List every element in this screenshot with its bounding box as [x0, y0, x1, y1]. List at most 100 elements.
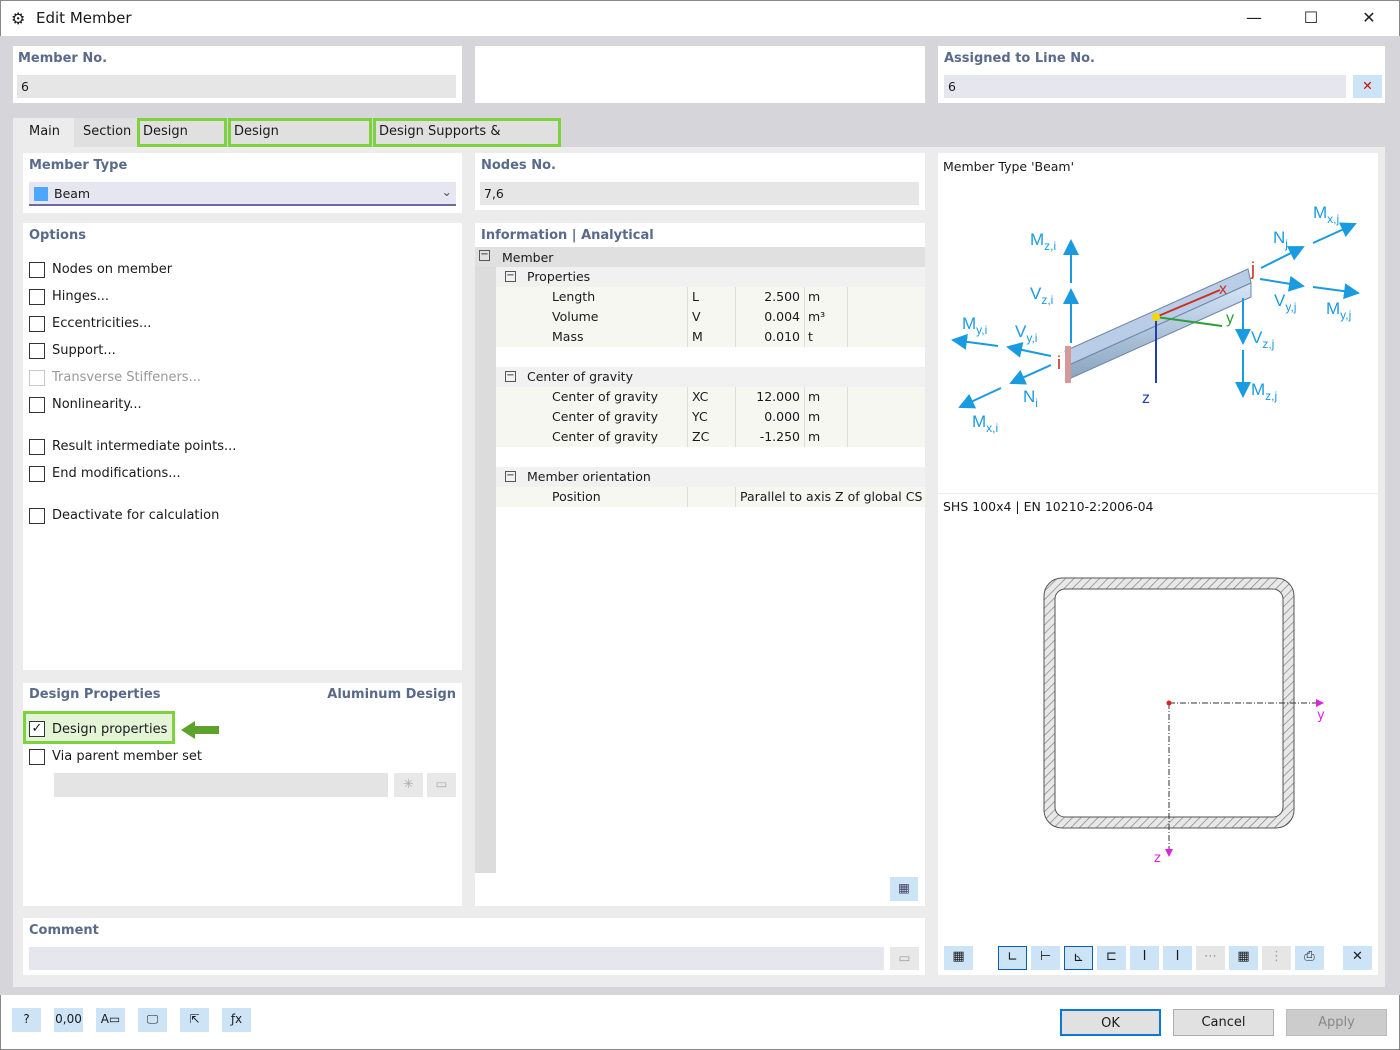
member-type-select[interactable]: Beam ⌄ — [29, 182, 456, 206]
numbering-icon[interactable]: ⋯ — [1196, 946, 1225, 970]
option-label: Eccentricities... — [52, 316, 152, 331]
help-icon[interactable]: ? — [12, 1008, 41, 1032]
formula-icon[interactable]: ƒx — [222, 1008, 251, 1032]
maximize-button[interactable]: ☐ — [1303, 8, 1319, 27]
new-set-icon[interactable]: ✳ — [394, 773, 423, 797]
info-panel: Information | Analytical − Member − Prope… — [475, 223, 925, 906]
tree-group-label: Properties — [527, 269, 591, 284]
comment-library-icon[interactable]: ▭ — [890, 947, 919, 970]
collapse-icon[interactable]: − — [505, 470, 516, 482]
beam-diagram: Mz,i Vz,i My,i Vy,i Ni Mx,i Mx,j Nj Vy,j My,j Vz,j… — [951, 203, 1360, 435]
parent-member-set-input[interactable] — [54, 773, 388, 797]
ok-button[interactable]: OK — [1060, 1009, 1161, 1036]
member-no-input[interactable]: 6 — [17, 75, 456, 98]
tree-group[interactable]: − Properties — [496, 267, 925, 287]
property-unit: t — [808, 329, 813, 344]
property-unit: m — [808, 389, 821, 404]
design-properties-checkbox[interactable]: ✓ — [29, 721, 45, 737]
axis-z-label: z — [1142, 390, 1150, 407]
property-name: Center of gravity — [552, 389, 658, 404]
option-checkbox[interactable] — [29, 289, 45, 305]
options-panel: Options Nodes on member Hinges... Eccentri… — [23, 223, 462, 670]
pick-line-icon[interactable]: ✕ — [1353, 75, 1382, 98]
option-label: Support... — [52, 343, 116, 358]
cancel-button[interactable]: Cancel — [1173, 1009, 1274, 1036]
option-label: Hinges... — [52, 289, 110, 304]
member-type-value: Beam — [54, 186, 91, 201]
option-label: Transverse Stiffeners... — [52, 370, 201, 385]
view-icon[interactable]: 🖵 — [138, 1008, 167, 1032]
member-no-label: Member No. — [18, 51, 108, 66]
property-name: Length — [552, 289, 596, 304]
list-icon[interactable]: ⋮ — [1262, 946, 1291, 970]
force-label-mzj: Mz,j — [1251, 380, 1277, 403]
property-unit: m — [808, 429, 821, 444]
stress-points-icon[interactable]: I — [1130, 946, 1159, 970]
via-parent-checkbox[interactable] — [29, 749, 45, 765]
apply-button[interactable]: Apply — [1286, 1009, 1387, 1036]
option-checkbox[interactable] — [29, 262, 45, 278]
option-checkbox[interactable] — [29, 439, 45, 455]
nodes-input[interactable]: 7,6 — [480, 182, 919, 205]
section-outline-icon[interactable]: ∟ — [998, 946, 1027, 970]
col-divider — [804, 327, 805, 347]
property-symbol: ZC — [692, 429, 710, 444]
force-label-myj: My,j — [1326, 299, 1351, 322]
property-unit: m³ — [808, 309, 826, 324]
col-divider — [687, 487, 688, 507]
collapse-icon[interactable]: − — [505, 270, 516, 282]
option-checkbox[interactable] — [29, 316, 45, 332]
tree-group-label: Member orientation — [527, 469, 651, 484]
option-checkbox[interactable] — [29, 397, 45, 413]
option-checkbox[interactable] — [29, 466, 45, 482]
option-label: End modifications... — [52, 466, 181, 481]
shear-center-icon[interactable]: ⊏ — [1097, 946, 1126, 970]
info-label: Information | Analytical — [481, 228, 654, 243]
tree-group[interactable]: − Member orientation — [496, 467, 925, 487]
force-label-ni: Ni — [1023, 387, 1038, 410]
tab-design-configurations[interactable]: Design Configurations — [228, 118, 372, 167]
tab-section[interactable]: Section — [74, 118, 137, 147]
units-icon[interactable]: 0,00 — [54, 1008, 83, 1032]
tree-gutter — [475, 247, 496, 873]
tree-root-label: Member — [502, 250, 554, 265]
option-checkbox[interactable] — [29, 343, 45, 359]
col-divider — [735, 287, 736, 307]
col-divider — [687, 307, 688, 327]
tab-main[interactable]: Main — [13, 118, 74, 147]
property-row: Center of gravity ZC -1.250 m — [496, 427, 925, 447]
table-export-icon[interactable]: ▦ — [890, 877, 918, 901]
tree-group[interactable]: − Center of gravity — [496, 367, 925, 387]
collapse-icon[interactable]: − — [505, 370, 516, 382]
grid-icon[interactable]: ▦ — [1229, 946, 1258, 970]
pattern-icon[interactable]: ▦ — [944, 946, 973, 970]
section-title: SHS 100x4 | EN 10210-2:2006-04 — [943, 499, 1154, 514]
col-divider — [804, 427, 805, 447]
color-legend-icon[interactable]: A▭ — [96, 1008, 125, 1032]
assigned-input[interactable]: 6 — [944, 75, 1346, 98]
option-checkbox[interactable] — [29, 370, 45, 386]
property-value: -1.250 — [759, 429, 800, 444]
close-button[interactable]: ✕ — [1362, 8, 1376, 27]
section-icon[interactable]: I — [1163, 946, 1192, 970]
tree-root[interactable]: − Member — [475, 247, 925, 267]
reset-view-icon[interactable]: ✕ — [1343, 946, 1372, 970]
property-symbol: V — [692, 309, 701, 324]
axes-icon[interactable]: ⊾ — [1064, 946, 1093, 970]
comment-input[interactable] — [29, 947, 884, 970]
tab-design-types[interactable]: Design Types — [137, 118, 227, 167]
dimension-icon[interactable]: ⊢ — [1031, 946, 1060, 970]
pick-icon[interactable]: ⇱ — [180, 1008, 209, 1032]
option-checkbox[interactable] — [29, 508, 45, 524]
collapse-icon[interactable]: − — [479, 249, 490, 261]
print-icon[interactable]: ⎙ — [1295, 946, 1324, 970]
property-name: Center of gravity — [552, 429, 658, 444]
col-divider — [847, 327, 848, 347]
property-name: Center of gravity — [552, 409, 658, 424]
tab-design-supports-deflection[interactable]: Design Supports & Deflection — [373, 118, 561, 167]
minimize-button[interactable]: — — [1246, 8, 1262, 27]
col-divider — [687, 407, 688, 427]
edit-set-icon[interactable]: ▭ — [427, 773, 456, 797]
col-divider — [735, 487, 736, 507]
force-label-nj: Nj — [1273, 228, 1288, 251]
